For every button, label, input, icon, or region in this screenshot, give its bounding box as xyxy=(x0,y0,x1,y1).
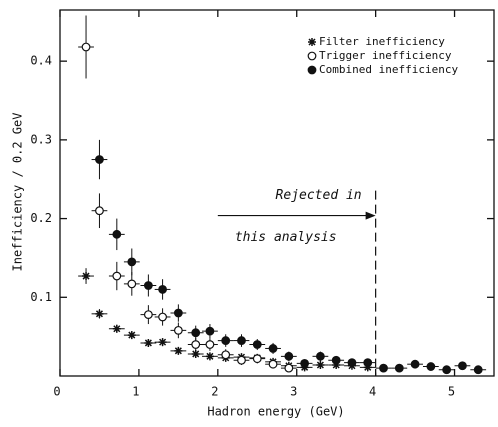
open-marker xyxy=(252,354,262,364)
filled-marker xyxy=(221,336,231,345)
star-marker xyxy=(332,360,341,369)
filled-marker xyxy=(316,351,325,361)
open-marker xyxy=(143,310,153,320)
star-marker xyxy=(363,363,372,372)
filled-marker xyxy=(252,340,262,349)
filled-marker xyxy=(95,155,104,164)
star-marker xyxy=(205,352,214,361)
star-marker xyxy=(95,309,104,318)
star-marker xyxy=(174,346,183,355)
x-axis-label: Hadron energy (GeV) xyxy=(207,405,344,419)
open-marker xyxy=(221,350,231,360)
filled-marker xyxy=(379,363,388,373)
star-marker xyxy=(112,324,121,333)
y-tick-label: 0.3 xyxy=(30,132,52,146)
star-marker xyxy=(144,338,153,347)
plot-frame xyxy=(59,9,495,377)
filled-marker xyxy=(426,362,436,371)
filled-marker xyxy=(473,365,483,375)
filled-marker xyxy=(268,344,278,353)
star-marker xyxy=(308,38,316,46)
filled-marker xyxy=(191,328,201,338)
open-marker xyxy=(158,312,167,322)
filled-marker xyxy=(458,361,467,371)
y-axis-label: Inefficiency / 0.2 GeV xyxy=(11,113,25,272)
filled-marker xyxy=(331,355,341,365)
filled-marker xyxy=(158,285,167,294)
filled-marker xyxy=(410,359,420,369)
filled-marker xyxy=(237,336,246,345)
y-tick-label: 0.4 xyxy=(30,54,52,68)
star-marker xyxy=(158,338,167,347)
open-marker xyxy=(112,271,122,281)
star-marker xyxy=(82,272,91,281)
legend-label: Trigger inefficiency xyxy=(319,49,452,62)
open-marker xyxy=(95,206,104,216)
filled-marker xyxy=(347,358,357,368)
star-marker xyxy=(191,349,200,358)
open-marker xyxy=(205,340,215,349)
filled-marker xyxy=(112,229,122,239)
filled-marker xyxy=(173,308,183,318)
x-tick-label: 2 xyxy=(211,385,218,399)
x-tick-label: 1 xyxy=(132,385,139,399)
open-marker xyxy=(127,279,137,289)
filled-marker xyxy=(205,326,215,336)
filled-marker xyxy=(127,257,137,267)
filled-marker xyxy=(307,65,317,75)
x-tick-label: 3 xyxy=(290,385,297,399)
filled-marker xyxy=(394,363,404,373)
filled-marker xyxy=(300,359,310,368)
open-marker xyxy=(268,359,278,369)
y-tick-label: 0.1 xyxy=(30,290,52,304)
filled-marker xyxy=(143,281,153,290)
x-tick-label: 4 xyxy=(369,385,376,399)
open-marker xyxy=(173,325,183,335)
legend-label: Filter inefficiency xyxy=(319,35,445,48)
arrow-head xyxy=(365,211,376,220)
x-tick-label: 0 xyxy=(53,385,60,399)
star-marker xyxy=(316,360,325,369)
legend-label: Combined inefficiency xyxy=(319,63,458,76)
filled-marker xyxy=(284,351,294,361)
open-marker xyxy=(81,42,91,52)
y-tick-label: 0.2 xyxy=(30,211,52,225)
star-marker xyxy=(127,331,136,340)
annotation-text: this analysis xyxy=(235,230,337,245)
x-tick-label: 5 xyxy=(448,385,455,399)
open-marker xyxy=(284,363,294,373)
open-marker xyxy=(237,355,246,365)
filled-marker xyxy=(442,365,452,375)
open-marker xyxy=(307,51,317,61)
annotation-text: Rejected in xyxy=(276,188,362,203)
filled-marker xyxy=(363,358,373,368)
open-marker xyxy=(191,340,201,349)
